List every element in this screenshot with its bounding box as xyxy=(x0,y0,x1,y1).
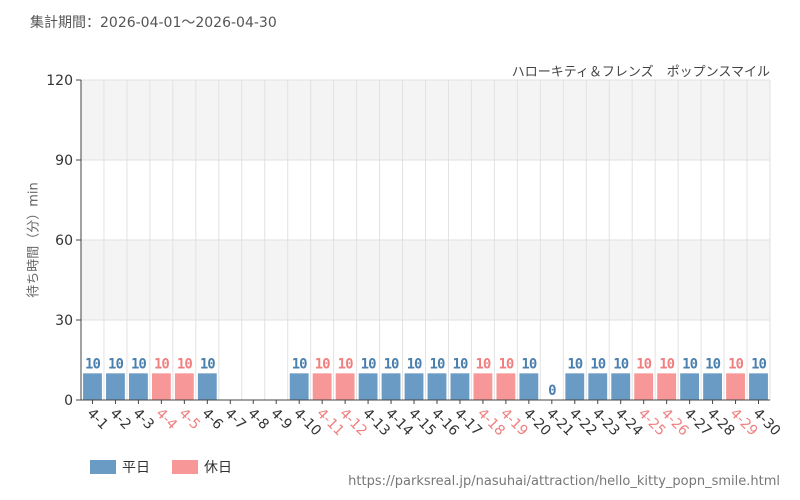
bar-value-label: 10 xyxy=(154,356,169,372)
bar xyxy=(174,373,194,400)
bar-value-label: 10 xyxy=(361,356,376,372)
bar-value-label: 10 xyxy=(682,356,697,372)
bar-value-label: 10 xyxy=(338,356,353,372)
bar xyxy=(289,373,309,400)
bar-value-label: 10 xyxy=(475,356,490,372)
bar xyxy=(634,373,654,400)
holiday-swatch xyxy=(172,460,198,474)
bar-value-label: 10 xyxy=(108,356,123,372)
x-tick-label: 4-8 xyxy=(244,406,271,433)
y-tick-label: 0 xyxy=(64,393,73,409)
bar xyxy=(611,373,631,400)
bar xyxy=(749,373,768,400)
bar xyxy=(312,373,332,400)
period-label: 集計期間：2026-04-01～2026-04-30 xyxy=(30,15,277,31)
legend-holiday-label: 休日 xyxy=(204,460,232,476)
legend-weekday: 平日 xyxy=(90,457,150,477)
attraction-name: ハローキティ＆フレンズ ポップンスマイル xyxy=(511,65,770,80)
source-url[interactable]: https://parksreal.jp/nasuhai/attraction/… xyxy=(348,474,780,489)
bar-value-label: 10 xyxy=(567,356,582,372)
bar xyxy=(703,373,722,400)
bar-value-label: 10 xyxy=(521,356,536,372)
legend-weekday-label: 平日 xyxy=(122,460,150,476)
x-tick-label: 4-7 xyxy=(221,406,248,433)
bar xyxy=(197,373,217,400)
bar-value-label: 10 xyxy=(85,356,100,372)
x-tick-label: 4-5 xyxy=(176,406,203,433)
y-tick-label: 30 xyxy=(55,313,73,329)
x-tick-label: 4-4 xyxy=(153,406,181,434)
bar xyxy=(565,373,585,400)
bar xyxy=(588,373,608,400)
bar-value-label: 10 xyxy=(131,356,146,372)
bar-value-label: 10 xyxy=(177,356,192,372)
x-tick-label: 4-2 xyxy=(107,406,134,433)
bar xyxy=(106,373,125,400)
y-tick-label: 90 xyxy=(55,153,73,169)
bar xyxy=(404,373,424,400)
bar-value-label: 10 xyxy=(728,356,743,372)
bar xyxy=(358,373,378,400)
bar xyxy=(473,373,493,400)
weekday-swatch xyxy=(90,460,116,474)
bar xyxy=(83,373,102,400)
bar xyxy=(335,373,355,400)
bar xyxy=(726,373,745,400)
bar xyxy=(129,373,148,400)
bar xyxy=(427,373,447,400)
bar-value-label: 10 xyxy=(200,356,215,372)
bar-value-label: 0 xyxy=(548,383,556,399)
legend-holiday: 休日 xyxy=(172,457,232,477)
bar xyxy=(496,373,516,400)
bar-value-label: 10 xyxy=(384,356,399,372)
bar-value-label: 10 xyxy=(590,356,605,372)
x-tick-label: 4-3 xyxy=(130,406,157,433)
bar xyxy=(519,373,539,400)
bar xyxy=(151,373,171,400)
y-tick-label: 120 xyxy=(46,73,73,89)
bar-value-label: 10 xyxy=(659,356,674,372)
bar-value-label: 10 xyxy=(636,356,651,372)
bar xyxy=(657,373,677,400)
bar-value-label: 10 xyxy=(498,356,513,372)
bar-value-label: 10 xyxy=(751,356,766,372)
x-tick-label: 4-6 xyxy=(198,406,226,434)
bar-value-label: 10 xyxy=(407,356,422,372)
bar-value-label: 10 xyxy=(613,356,628,372)
bar-value-label: 10 xyxy=(315,356,330,372)
bar xyxy=(680,373,700,400)
bar-value-label: 10 xyxy=(292,356,307,372)
bar xyxy=(450,373,470,400)
y-tick-label: 60 xyxy=(55,233,73,249)
x-tick-label: 4-1 xyxy=(84,406,111,433)
bar-value-label: 10 xyxy=(705,356,720,372)
bar-value-label: 10 xyxy=(453,356,468,372)
bar-value-label: 10 xyxy=(430,356,445,372)
bar xyxy=(381,373,401,400)
x-tick-label: 4-9 xyxy=(267,406,294,433)
legend: 平日 休日 xyxy=(90,457,232,477)
